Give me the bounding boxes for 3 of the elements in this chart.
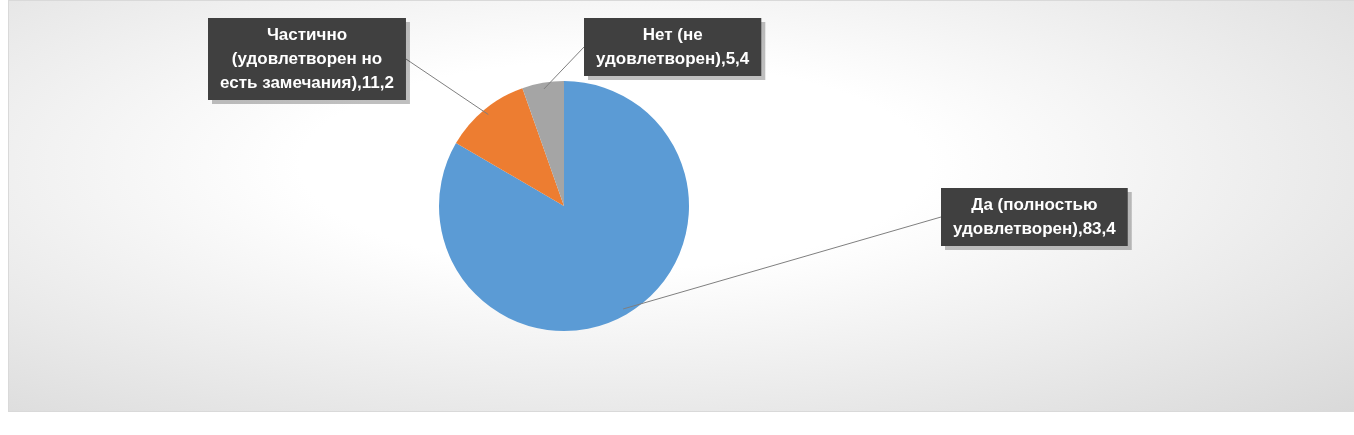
slice-label: Да (полностью удовлетворен),83,4 [952,194,1117,238]
slice-label: Нет (не удовлетворен),5,4 [595,24,750,68]
slice-label: Частично (удовлетворен но есть замечания),11,2 [220,24,394,92]
